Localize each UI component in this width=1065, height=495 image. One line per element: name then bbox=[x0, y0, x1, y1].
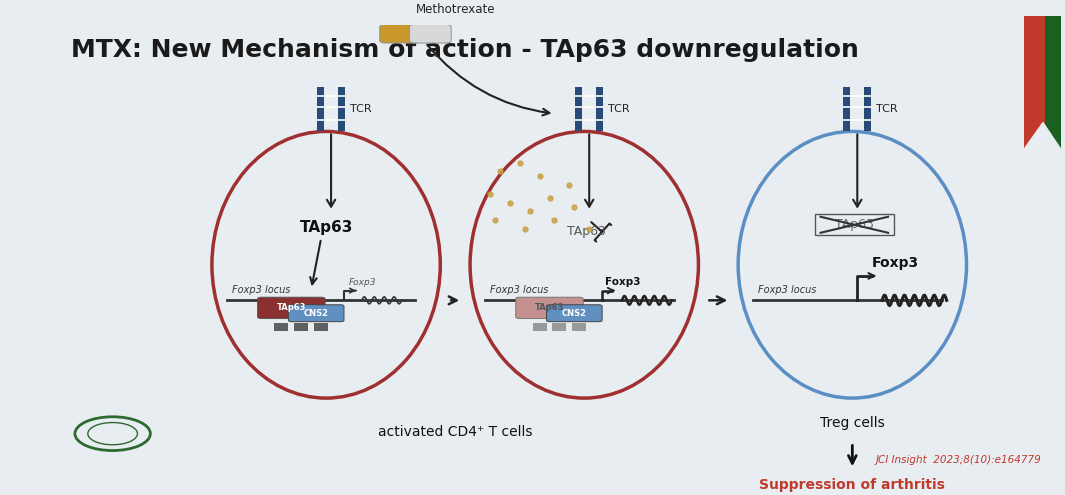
FancyBboxPatch shape bbox=[258, 297, 325, 319]
Polygon shape bbox=[1025, 123, 1061, 149]
FancyBboxPatch shape bbox=[314, 323, 328, 331]
Text: Foxp3: Foxp3 bbox=[349, 278, 376, 287]
Text: Foxp3 locus: Foxp3 locus bbox=[232, 285, 290, 295]
Text: Foxp3: Foxp3 bbox=[605, 277, 641, 287]
Text: TAp63: TAp63 bbox=[535, 303, 564, 312]
Text: JCI Insight  2023;8(10):e164779: JCI Insight 2023;8(10):e164779 bbox=[875, 455, 1041, 465]
Text: Foxp3 locus: Foxp3 locus bbox=[490, 285, 548, 295]
FancyBboxPatch shape bbox=[380, 24, 422, 43]
Text: Treg cells: Treg cells bbox=[820, 416, 885, 430]
FancyBboxPatch shape bbox=[864, 87, 871, 132]
FancyBboxPatch shape bbox=[1025, 16, 1045, 149]
FancyBboxPatch shape bbox=[275, 323, 289, 331]
Text: Methotrexate: Methotrexate bbox=[415, 3, 495, 16]
Text: Suppression of arthritis: Suppression of arthritis bbox=[759, 478, 946, 492]
FancyBboxPatch shape bbox=[1025, 16, 1061, 149]
FancyBboxPatch shape bbox=[596, 87, 603, 132]
Text: TCR: TCR bbox=[608, 104, 629, 114]
FancyBboxPatch shape bbox=[294, 323, 308, 331]
Text: Foxp3: Foxp3 bbox=[872, 256, 919, 270]
Text: CNS2: CNS2 bbox=[562, 309, 587, 318]
FancyBboxPatch shape bbox=[410, 24, 452, 43]
FancyBboxPatch shape bbox=[575, 87, 583, 132]
FancyBboxPatch shape bbox=[317, 87, 324, 132]
FancyBboxPatch shape bbox=[572, 323, 586, 331]
FancyBboxPatch shape bbox=[532, 323, 546, 331]
Text: TAp63: TAp63 bbox=[277, 303, 306, 312]
Text: TCR: TCR bbox=[350, 104, 372, 114]
FancyBboxPatch shape bbox=[843, 87, 850, 132]
Text: CNS2: CNS2 bbox=[304, 309, 329, 318]
FancyBboxPatch shape bbox=[553, 323, 567, 331]
Text: Foxp3 locus: Foxp3 locus bbox=[758, 285, 817, 295]
FancyBboxPatch shape bbox=[515, 297, 584, 319]
Text: TAp63: TAp63 bbox=[299, 220, 353, 235]
Text: activated CD4⁺ T cells: activated CD4⁺ T cells bbox=[378, 425, 532, 439]
Text: TAp63: TAp63 bbox=[835, 218, 873, 231]
FancyBboxPatch shape bbox=[546, 305, 602, 322]
Text: MTX: New Mechanism of action - TAp63 downregulation: MTX: New Mechanism of action - TAp63 dow… bbox=[71, 38, 859, 62]
Text: TAp63: TAp63 bbox=[567, 225, 606, 238]
FancyBboxPatch shape bbox=[289, 305, 344, 322]
Text: TCR: TCR bbox=[876, 104, 898, 114]
FancyBboxPatch shape bbox=[338, 87, 345, 132]
